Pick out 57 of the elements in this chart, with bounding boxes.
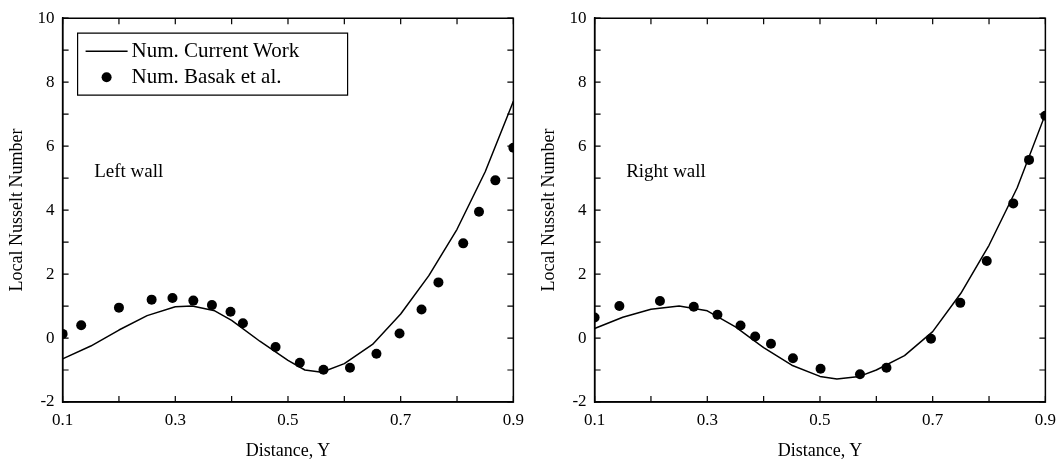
y-tick-label: -2 [40, 391, 55, 411]
annotation: Left wall [94, 159, 164, 181]
x-tick-label: 0.7 [390, 409, 412, 429]
point [146, 294, 157, 305]
point [206, 300, 217, 311]
point [188, 295, 199, 306]
x-tick-label: 0.5 [809, 409, 831, 429]
y-tick-label: 4 [46, 199, 56, 219]
y-tick-label: 4 [578, 199, 588, 219]
point [654, 295, 665, 306]
y-tick-label: 10 [569, 7, 587, 27]
point [787, 353, 798, 364]
x-tick-label: 0.1 [583, 409, 606, 429]
x-tick-label: 0.5 [277, 409, 299, 429]
point [765, 338, 776, 349]
point [113, 302, 124, 313]
y-axis-title: Local Nusselt Number [537, 128, 558, 292]
point [167, 293, 178, 304]
x-tick-label: 0.1 [51, 409, 74, 429]
point [344, 362, 355, 373]
x-tick-label: 0.7 [922, 409, 944, 429]
y-tick-label: 6 [578, 135, 587, 155]
legend-label: Num. Current Work [131, 37, 300, 62]
x-tick-label: 0.3 [696, 409, 718, 429]
y-tick-label: -2 [572, 391, 587, 411]
x-tick-label: 0.9 [502, 409, 524, 429]
y-tick-label: 8 [46, 71, 55, 91]
point [371, 348, 382, 359]
y-tick-label: 10 [37, 7, 55, 27]
point [458, 238, 469, 249]
point [416, 304, 427, 315]
point [76, 320, 87, 331]
point [433, 277, 444, 288]
point [225, 306, 236, 317]
point [394, 328, 405, 339]
point [490, 175, 501, 186]
point [474, 206, 484, 217]
y-tick-label: 0 [46, 327, 55, 347]
point [614, 301, 625, 312]
point [270, 341, 281, 352]
annotation: Right wall [626, 159, 706, 181]
x-tick-label: 0.3 [164, 409, 186, 429]
y-axis-title: Local Nusselt Number [5, 128, 26, 292]
point [955, 297, 966, 308]
point [981, 255, 992, 266]
point [815, 363, 826, 374]
y-tick-label: 0 [578, 327, 587, 347]
y-tick-label: 2 [46, 263, 55, 283]
point [237, 318, 248, 329]
x-axis-title: Distance, Y [777, 439, 863, 460]
y-tick-label: 6 [46, 135, 55, 155]
y-tick-label: 2 [578, 263, 587, 283]
x-axis-title: Distance, Y [245, 439, 331, 460]
y-tick-label: 8 [578, 71, 587, 91]
legend-label: Num. Basak et al. [131, 63, 282, 88]
x-tick-label: 0.9 [1034, 409, 1056, 429]
point [925, 333, 936, 344]
